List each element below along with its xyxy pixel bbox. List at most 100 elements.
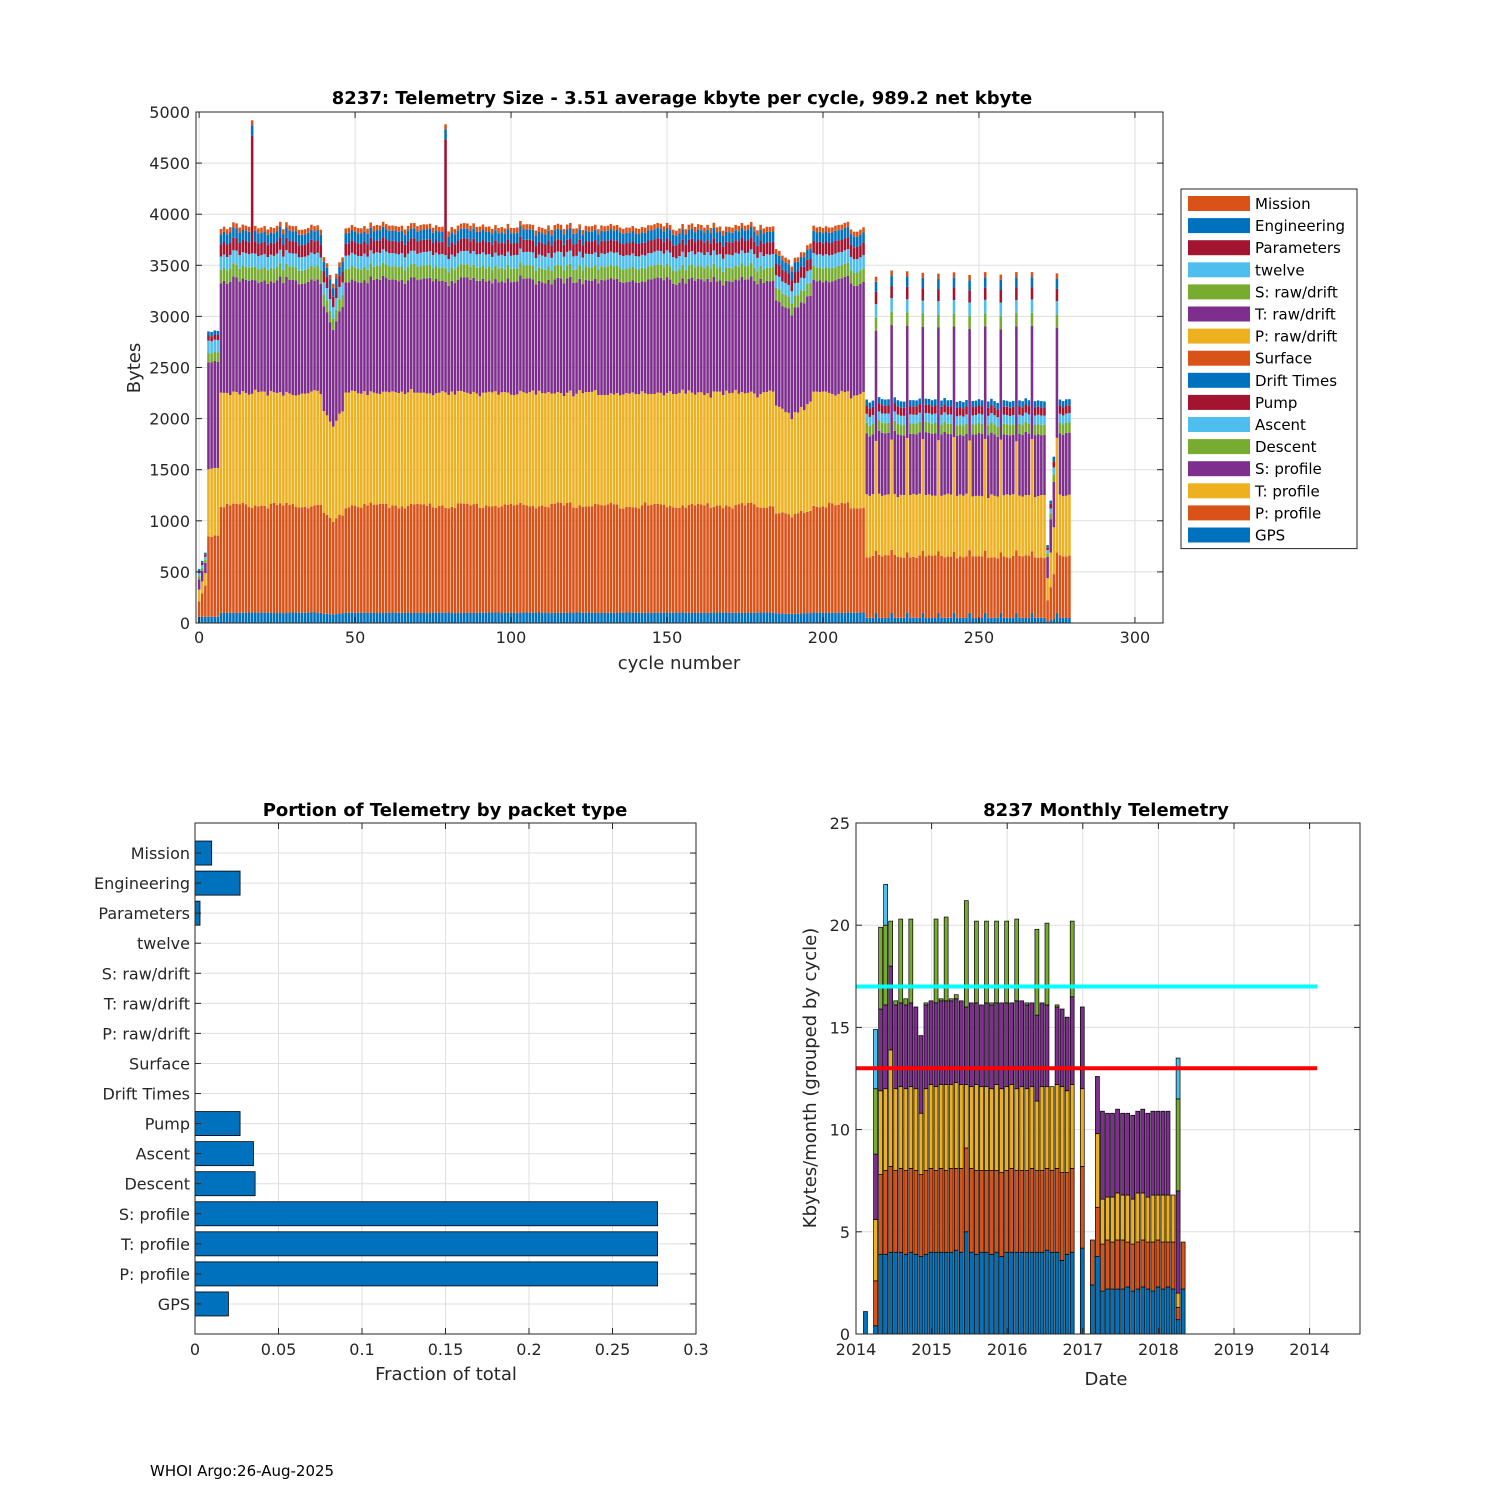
cycle-bar-segment — [834, 612, 837, 623]
cycle-bar-segment — [715, 227, 719, 233]
cycle-bar-segment — [544, 244, 547, 257]
cycle-bar-segment — [643, 268, 647, 283]
cycle-bar-segment — [877, 397, 881, 404]
x-tick-label: 2017 — [1062, 1340, 1103, 1359]
cycle-bar-segment — [288, 252, 291, 267]
cycle-bar-segment — [550, 235, 553, 246]
month-bar-segment — [883, 924, 888, 1006]
cycle-bar — [918, 398, 921, 623]
cycle-bar-segment — [943, 494, 946, 558]
cycle-bar-segment — [285, 222, 288, 228]
cycle-bar-segment — [681, 612, 684, 623]
cycle-bar-segment — [494, 265, 497, 280]
cycle-bar-segment — [996, 558, 999, 618]
cycle-bar — [562, 229, 566, 623]
month-bar-segment — [1004, 1002, 1009, 1088]
cycle-bar-segment — [852, 272, 856, 286]
month-bar-segment — [1024, 1002, 1030, 1006]
cycle-bar-segment — [600, 230, 603, 241]
cycle-bar-segment — [1021, 435, 1024, 497]
cycle-bar-segment — [431, 243, 435, 256]
category-label: Pump — [145, 1115, 190, 1134]
cycle-bar-segment — [400, 391, 404, 507]
legend-swatch — [1188, 240, 1250, 256]
cycle-bar-segment — [438, 281, 441, 393]
cycle-bar-segment — [322, 512, 326, 614]
month-bar — [863, 1311, 868, 1335]
cycle-bar-segment — [282, 256, 285, 271]
cycle-bar-segment — [531, 279, 535, 391]
cycle-bar-segment — [690, 228, 694, 239]
month-bar-segment — [974, 1253, 979, 1335]
month-bar-segment — [933, 918, 939, 1004]
cycle-bar-segment — [1043, 434, 1046, 496]
cycle-bar-segment — [307, 227, 310, 233]
cycle-bar-segment — [253, 230, 257, 242]
cycle-bar-segment — [338, 262, 341, 267]
cycle-bar-segment — [606, 279, 610, 396]
cycle-bar-segment — [381, 237, 385, 250]
cycle-bar-segment — [812, 225, 815, 231]
cycle-bar-segment — [509, 394, 513, 504]
cycle-bar-segment — [257, 243, 260, 257]
cycle-bar-segment — [1030, 272, 1034, 278]
legend-swatch — [1188, 196, 1250, 211]
fraction-bar — [194, 1111, 241, 1137]
cycle-bar-segment — [915, 424, 918, 435]
cycle-bar-segment — [406, 241, 410, 254]
cycle-bar-segment — [597, 234, 600, 245]
cycle-bar-segment — [628, 506, 631, 613]
cycle-bar-segment — [272, 613, 276, 623]
cycle-bar-segment — [665, 392, 669, 508]
month-bar-segment — [908, 1002, 914, 1088]
cycle-bar-segment — [606, 395, 610, 505]
cycle-bar-segment — [204, 562, 207, 574]
cycle-bar-segment — [310, 506, 313, 613]
cycle-bar-segment — [369, 276, 372, 392]
cycle-bar-segment — [366, 256, 369, 270]
cycle-bar — [481, 224, 485, 623]
cycle-bar-segment — [363, 231, 366, 242]
cycle-bar-segment — [709, 227, 712, 234]
cycle-bar-segment — [709, 397, 712, 509]
cycle-bar-segment — [441, 612, 444, 623]
cycle-bar-segment — [540, 393, 544, 506]
cycle-bar-segment — [784, 262, 787, 272]
cycle-bar-segment — [244, 225, 248, 231]
cycle-bar-segment — [693, 226, 697, 233]
cycle-bar-segment — [625, 232, 628, 244]
cycle-bar-segment — [294, 241, 298, 254]
cycle-bar-segment — [937, 612, 940, 623]
cycle-bar-segment — [503, 613, 507, 623]
cycle-bar-segment — [597, 256, 600, 270]
cycle-bar — [1033, 401, 1037, 623]
cycle-bar-segment — [550, 270, 553, 285]
cycle-bar-segment — [250, 266, 254, 280]
month-bar-segment — [989, 1004, 994, 1090]
cycle-bar-segment — [556, 392, 560, 503]
cycle-bar — [796, 257, 800, 623]
cycle-bar-segment — [416, 503, 419, 613]
cycle-bar — [491, 229, 494, 623]
cycle-bar-segment — [559, 612, 563, 623]
cycle-bar-segment — [743, 393, 747, 506]
cycle-bar-segment — [693, 232, 697, 243]
cycle-bar-segment — [481, 240, 485, 253]
cycle-bar-segment — [946, 406, 950, 415]
cycle-bar-segment — [1027, 400, 1031, 407]
cycle-bar — [1049, 500, 1052, 623]
cycle-bar-segment — [784, 257, 787, 263]
cycle-bar-segment — [238, 612, 241, 623]
month-bar-segment — [933, 1251, 939, 1335]
month-bar-segment — [989, 1088, 994, 1171]
cycle-bar-segment — [943, 398, 946, 405]
cycle-bar-segment — [753, 504, 756, 613]
cycle-bar-segment — [350, 612, 354, 623]
cycle-bar-segment — [615, 612, 619, 623]
month-bar — [1145, 1112, 1151, 1335]
cycle-bar-segment — [837, 252, 840, 266]
cycle-bar-segment — [356, 282, 360, 394]
cycle-bar-segment — [512, 255, 516, 269]
cycle-bar-segment — [846, 249, 850, 263]
cycle-bar-segment — [235, 223, 238, 229]
